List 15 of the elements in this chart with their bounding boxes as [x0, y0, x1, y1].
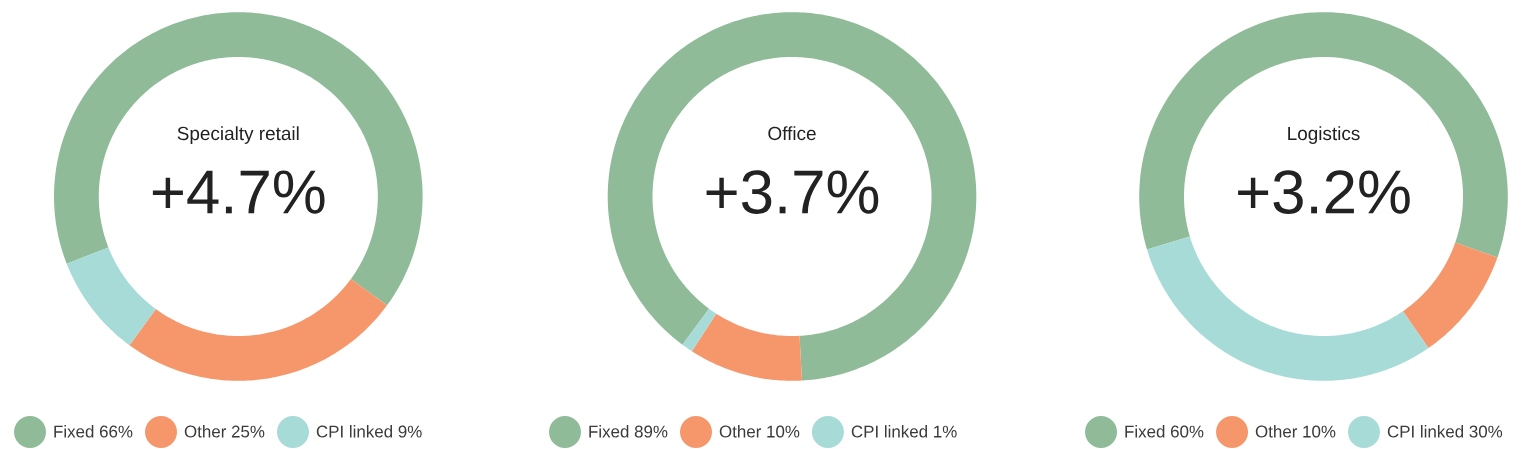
text: +3.2% [1238, 170, 1410, 214]
text: Specialty retail [177, 126, 299, 144]
legend-label: Other 10% [1255, 425, 1336, 438]
text: +3.7% [706, 170, 879, 214]
legend-label: Fixed 66% [54, 425, 133, 438]
legend-label: CPI linked 1% [851, 425, 957, 438]
legend-label: Other 10% [719, 425, 800, 438]
legend-label: CPI linked 9% [316, 425, 422, 438]
legend-label: Other 25% [184, 425, 265, 438]
legend-label: Fixed 60% [1125, 425, 1204, 438]
legend-label: CPI linked 30% [1387, 425, 1503, 438]
text: Office [768, 126, 816, 141]
legend-label: Fixed 89% [589, 425, 668, 438]
text: +4.7% [152, 170, 325, 214]
text: Logistics [1288, 126, 1360, 144]
